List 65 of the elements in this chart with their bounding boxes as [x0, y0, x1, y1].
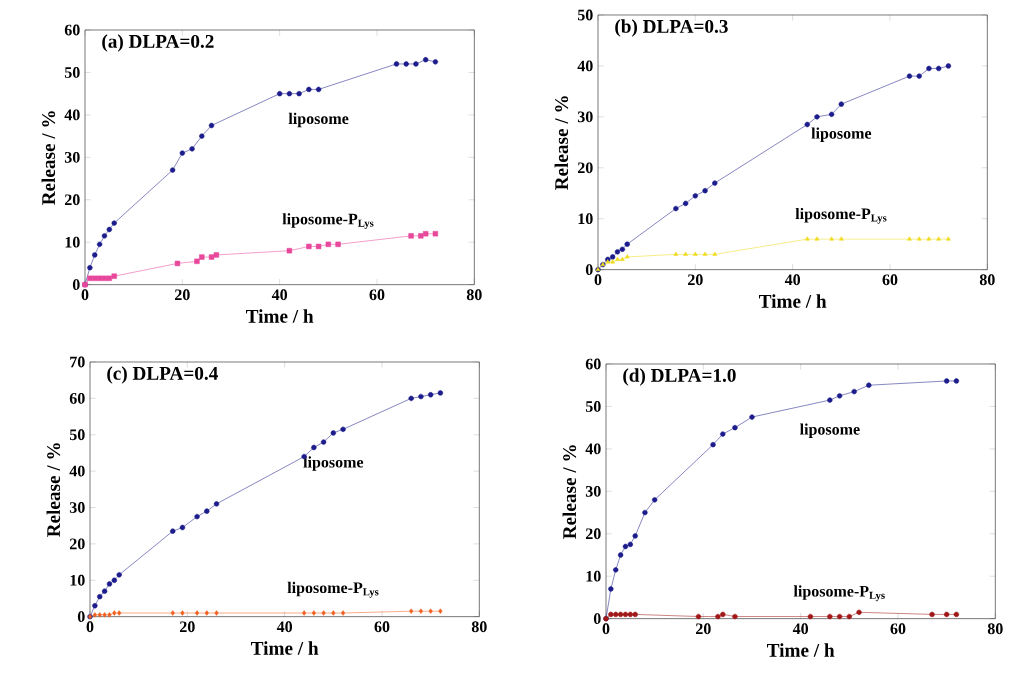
chart-title: (c) DLPA=0.4 — [107, 366, 218, 384]
x-axis-title: Time / h — [759, 294, 827, 308]
series-label: liposome — [303, 456, 364, 471]
y-tick-label: 10 — [70, 574, 85, 586]
x-tick-label: 40 — [271, 289, 288, 301]
y-tick-label: 30 — [69, 502, 85, 513]
x-tick-label: 40 — [792, 623, 809, 635]
chart-title: (a) DLPA=0.2 — [102, 34, 214, 52]
y-tick-label: 40 — [69, 465, 85, 477]
series-label: liposome-P$_{Lys}$ — [793, 585, 885, 602]
chart-title: (d) DLPA=1.0 — [623, 368, 736, 386]
x-axis-title: Time / h — [251, 641, 319, 655]
x-tick-label: 60 — [882, 274, 898, 286]
x-tick-label: 60 — [890, 623, 906, 635]
x-tick-label: 0 — [602, 623, 610, 635]
y-tick-label: 50 — [64, 67, 80, 78]
y-tick-label: 50 — [577, 9, 593, 21]
x-tick-label: 0 — [86, 621, 94, 633]
y-tick-label: 20 — [585, 528, 601, 540]
series-label: liposome — [288, 112, 349, 128]
chart-title: (b) DLPA=0.3 — [615, 19, 728, 37]
x-tick-label: 20 — [696, 623, 711, 635]
y-tick-label: 30 — [577, 111, 593, 123]
y-tick-label: 30 — [585, 485, 601, 497]
y-tick-label: 40 — [577, 60, 593, 72]
y-tick-label: 0 — [593, 613, 601, 625]
y-tick-label: 40 — [64, 109, 80, 121]
y-tick-label: 60 — [69, 392, 85, 404]
x-tick-label: 40 — [276, 621, 293, 633]
y-tick-label: 0 — [77, 611, 85, 623]
y-tick-label: 20 — [64, 194, 80, 206]
x-axis-title: Time / h — [767, 643, 835, 657]
y-tick-label: 20 — [69, 538, 85, 550]
x-axis-title: Time / h — [246, 309, 314, 323]
y-axis-title: Release / % — [46, 443, 61, 537]
y-tick-label: 10 — [65, 236, 80, 248]
x-tick-label: 20 — [180, 621, 195, 633]
y-axis-title: Release / % — [554, 96, 569, 190]
series-label: liposome — [799, 423, 860, 438]
x-tick-label: 60 — [374, 621, 390, 633]
y-tick-label: 70 — [70, 356, 85, 368]
x-tick-label: 80 — [471, 621, 487, 633]
y-tick-label: 60 — [64, 24, 80, 36]
x-tick-label: 40 — [784, 274, 801, 286]
y-axis-title: Release / % — [562, 445, 577, 539]
x-tick-label: 80 — [987, 623, 1003, 635]
x-tick-label: 20 — [175, 289, 190, 301]
y-axis-title: Release / % — [41, 111, 56, 205]
series-label: liposome-P$_{Lys}$ — [795, 207, 887, 224]
series-label: liposome — [811, 127, 872, 143]
y-tick-label: 60 — [585, 358, 601, 370]
x-tick-label: 20 — [688, 274, 703, 286]
y-tick-label: 10 — [578, 213, 593, 225]
series-label: liposome-P$_{Lys}$ — [282, 213, 374, 229]
y-tick-label: 20 — [577, 162, 593, 174]
x-tick-label: 60 — [369, 289, 385, 301]
y-tick-label: 0 — [585, 264, 593, 276]
series-label: liposome-P$_{Lys}$ — [287, 581, 379, 598]
y-tick-label: 50 — [69, 429, 85, 441]
y-tick-label: 40 — [585, 443, 601, 455]
x-tick-label: 80 — [466, 289, 482, 301]
y-tick-label: 50 — [585, 401, 601, 412]
y-tick-label: 10 — [586, 570, 601, 582]
x-tick-label: 80 — [979, 274, 995, 286]
y-tick-label: 30 — [64, 151, 80, 163]
